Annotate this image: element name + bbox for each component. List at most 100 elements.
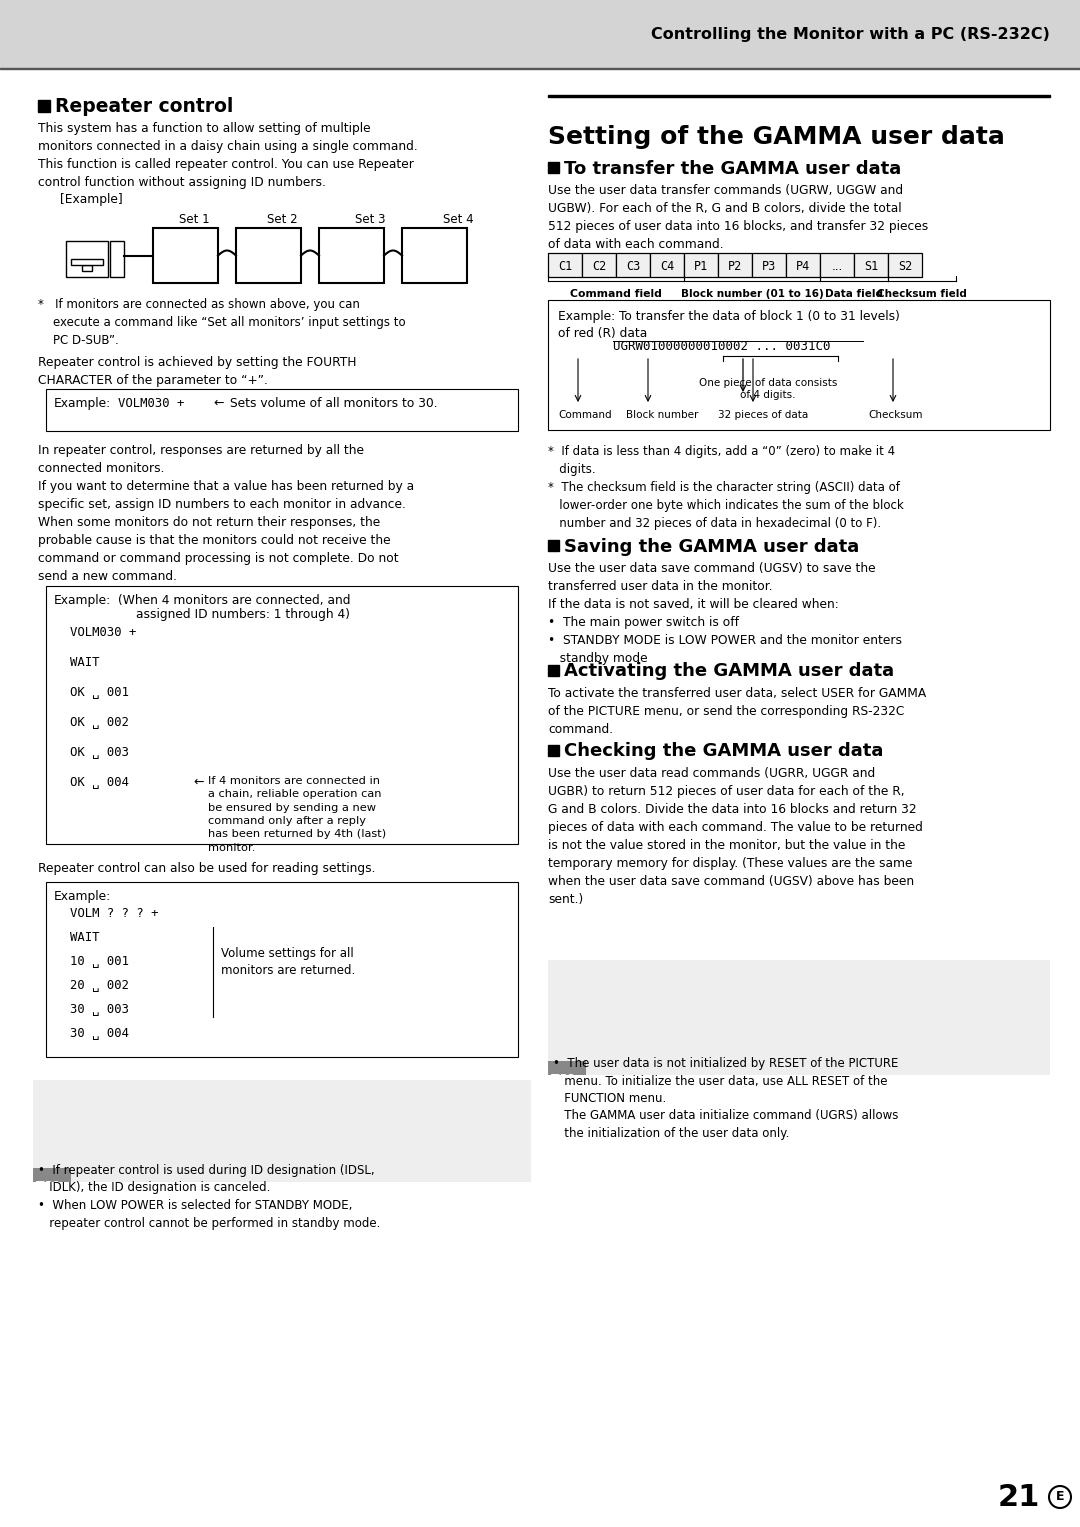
Text: Set 1: Set 1 (178, 212, 210, 226)
Text: To activate the transferred user data, select USER for GAMMA
of the PICTURE menu: To activate the transferred user data, s… (548, 687, 927, 736)
Text: Set 3: Set 3 (354, 212, 386, 226)
Bar (752, 253, 786, 276)
Bar (46, 389, 518, 431)
Text: Use the user data read commands (UGRR, UGGR and
UGBR) to return 512 pieces of us: Use the user data read commands (UGRR, U… (548, 767, 923, 906)
Text: ←: ← (193, 776, 203, 789)
Text: Use the user data transfer commands (UGRW, UGGW and
UGBW). For each of the R, G : Use the user data transfer commands (UGR… (548, 183, 928, 250)
Text: Controlling the Monitor with a PC (RS-232C): Controlling the Monitor with a PC (RS-23… (651, 26, 1050, 41)
Text: Data field: Data field (825, 289, 883, 299)
Bar (548, 745, 559, 756)
Bar (402, 228, 467, 282)
Text: *  If data is less than 4 digits, add a “0” (zero) to make it 4
   digits.
*  Th: * If data is less than 4 digits, add a “… (548, 444, 904, 530)
Bar (616, 253, 650, 276)
Text: Checksum field: Checksum field (877, 289, 967, 299)
Bar (684, 253, 718, 276)
Bar (33, 1080, 531, 1182)
Text: To transfer the GAMMA user data: To transfer the GAMMA user data (564, 159, 901, 177)
Text: TIPS: TIPS (551, 1073, 576, 1084)
Text: Volume settings for all
monitors are returned.: Volume settings for all monitors are ret… (221, 947, 355, 977)
Bar (46, 883, 518, 1057)
Text: Saving the GAMMA user data: Saving the GAMMA user data (564, 538, 860, 556)
Text: Checking the GAMMA user data: Checking the GAMMA user data (564, 742, 883, 760)
Text: VOLM ? ? ? +: VOLM ? ? ? + (70, 907, 159, 919)
Text: C4: C4 (660, 260, 674, 272)
Text: If 4 monitors are connected in
a chain, reliable operation can
be ensured by sen: If 4 monitors are connected in a chain, … (208, 776, 387, 852)
Text: Use the user data save command (UGSV) to save the
transferred user data in the m: Use the user data save command (UGSV) to… (548, 562, 902, 664)
Text: •  If repeater control is used during ID designation (IDSL,
   IDLK), the ID des: • If repeater control is used during ID … (38, 1164, 380, 1229)
Text: OK ␣ 004: OK ␣ 004 (70, 776, 129, 789)
Text: P1: P1 (693, 260, 708, 272)
Text: Checksum: Checksum (868, 411, 922, 420)
Bar (650, 253, 684, 276)
Bar (71, 260, 103, 266)
Text: Block number (01 to 16): Block number (01 to 16) (680, 289, 823, 299)
Bar (46, 586, 518, 844)
Bar (820, 253, 854, 276)
Bar (854, 253, 888, 276)
Text: P2: P2 (728, 260, 742, 272)
Text: P4: P4 (796, 260, 810, 272)
Text: ←: ← (213, 397, 224, 411)
Bar (548, 960, 1050, 1075)
Text: S2: S2 (897, 260, 913, 272)
Text: Activating the GAMMA user data: Activating the GAMMA user data (564, 663, 894, 681)
Text: OK ␣ 001: OK ␣ 001 (70, 686, 129, 699)
Text: •  The user data is not initialized by RESET of the PICTURE
   menu. To initiali: • The user data is not initialized by RE… (553, 1057, 899, 1141)
Text: Repeater control can also be used for reading settings.: Repeater control can also be used for re… (38, 863, 376, 875)
Bar (319, 228, 384, 282)
Text: C2: C2 (592, 260, 606, 272)
Bar (548, 664, 559, 676)
Text: OK ␣ 002: OK ␣ 002 (70, 716, 129, 728)
Bar (82, 266, 92, 270)
Text: Set 4: Set 4 (443, 212, 473, 226)
Text: C3: C3 (626, 260, 640, 272)
Bar (718, 253, 752, 276)
Bar (548, 1061, 586, 1075)
Text: Set 2: Set 2 (267, 212, 297, 226)
Text: UGRW01000000010002 ... 0031C0: UGRW01000000010002 ... 0031C0 (613, 341, 831, 353)
Bar (38, 99, 50, 111)
Text: [Example]: [Example] (60, 192, 123, 206)
Text: Repeater control is achieved by setting the FOURTH
CHARACTER of the parameter to: Repeater control is achieved by setting … (38, 356, 356, 386)
Bar (33, 1168, 71, 1182)
Text: Repeater control: Repeater control (55, 96, 233, 116)
Text: Command field: Command field (570, 289, 662, 299)
Text: E: E (1056, 1490, 1064, 1504)
Text: 20 ␣ 002: 20 ␣ 002 (70, 979, 129, 993)
Bar (548, 541, 559, 551)
Bar (66, 241, 108, 276)
Text: In repeater control, responses are returned by all the
connected monitors.
If yo: In repeater control, responses are retur… (38, 444, 414, 583)
Text: Block number: Block number (626, 411, 699, 420)
Bar (786, 253, 820, 276)
Text: Example: To transfer the data of block 1 (0 to 31 levels)
of red (R) data: Example: To transfer the data of block 1… (558, 310, 900, 341)
Text: S1: S1 (864, 260, 878, 272)
Text: One piece of data consists
of 4 digits.: One piece of data consists of 4 digits. (699, 379, 837, 400)
Text: Command: Command (558, 411, 611, 420)
Text: C1: C1 (558, 260, 572, 272)
Text: *   If monitors are connected as shown above, you can
    execute a command like: * If monitors are connected as shown abo… (38, 298, 406, 347)
Bar (548, 299, 1050, 431)
Text: P3: P3 (761, 260, 777, 272)
Bar (237, 228, 301, 282)
Bar (110, 241, 124, 276)
Text: WAIT: WAIT (70, 931, 99, 944)
Text: Example:: Example: (54, 890, 111, 902)
Text: ...: ... (832, 260, 842, 272)
Bar (548, 162, 559, 173)
Text: 21: 21 (998, 1483, 1040, 1512)
Text: 30 ␣ 004: 30 ␣ 004 (70, 1028, 129, 1040)
Text: Example:: Example: (54, 594, 111, 608)
Text: This system has a function to allow setting of multiple
monitors connected in a : This system has a function to allow sett… (38, 122, 418, 189)
Bar (888, 253, 922, 276)
Text: assigned ID numbers: 1 through 4): assigned ID numbers: 1 through 4) (136, 608, 350, 621)
Bar (582, 253, 616, 276)
Text: VOLM030 +: VOLM030 + (118, 397, 185, 411)
Text: 32 pieces of data: 32 pieces of data (718, 411, 808, 420)
Text: 10 ␣ 001: 10 ␣ 001 (70, 954, 129, 968)
Bar (548, 95, 1050, 98)
Text: 30 ␣ 003: 30 ␣ 003 (70, 1003, 129, 1015)
Text: (When 4 monitors are connected, and: (When 4 monitors are connected, and (118, 594, 351, 608)
Text: TIPS: TIPS (36, 1180, 60, 1191)
Text: VOLM030 +: VOLM030 + (70, 626, 136, 638)
Bar (548, 253, 582, 276)
